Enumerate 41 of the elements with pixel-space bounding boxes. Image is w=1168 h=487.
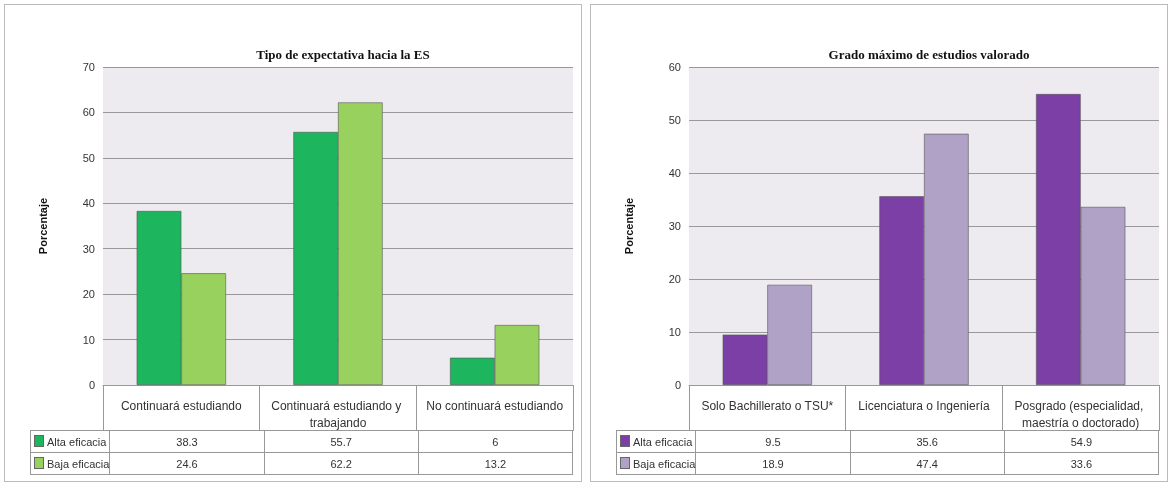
legend-label: Alta eficacia [616,430,696,453]
y-tick-label: 40 [82,197,95,210]
data-label: 6 [418,430,573,453]
data-label: 38.3 [109,430,265,453]
y-tick-label: 60 [668,61,681,73]
x-tick-label: Solo Bachillerato o TSU* [701,398,834,413]
chart-title: Grado máximo de estudios valorado [828,47,1030,62]
data-label: 35.6 [850,430,1005,453]
y-tick-label: 50 [668,114,681,126]
y-tick-label: 40 [668,167,681,179]
y-tick-label: 30 [82,242,95,255]
data-label: 62.2 [264,452,419,475]
x-tick-label: Continuará estudiando y trabajando [271,398,405,430]
y-tick-label: 0 [674,379,681,391]
data-label: 13.2 [418,452,573,475]
data-label: 18.9 [695,452,851,475]
x-tick-label: Posgrado (especialidad, maestría o doctorado) [1014,398,1147,430]
data-label: 55.7 [264,430,419,453]
legend-label: Baja eficacia [616,452,696,475]
y-tick-label: 30 [668,220,681,232]
x-tick-label: Licenciatura o Ingeniería [858,398,991,413]
data-label: 47.4 [850,452,1005,475]
chart-title: Tipo de expectativa hacia la ES [256,47,430,62]
x-tick-label: No continuará estudiando [426,398,564,413]
y-tick-label: 70 [82,61,95,73]
y-tick-label: 0 [88,379,95,391]
y-axis-title: Porcentaje [36,197,49,255]
y-tick-label: 20 [82,288,95,301]
data-label: 9.5 [695,430,851,453]
x-tick-label: Continuará estudiando [120,398,243,413]
legend-label: Baja eficacia [30,452,110,475]
y-tick-label: 10 [82,333,95,346]
data-label: 24.6 [109,452,265,475]
y-tick-label: 50 [82,151,95,164]
legend-label: Alta eficacia [30,430,110,453]
y-axis-title: Porcentaje [622,197,635,255]
data-label: 33.6 [1004,452,1159,475]
y-tick-label: 10 [668,326,681,338]
y-tick-label: 60 [82,106,95,119]
data-label: 54.9 [1004,430,1159,453]
y-tick-label: 20 [668,273,681,285]
